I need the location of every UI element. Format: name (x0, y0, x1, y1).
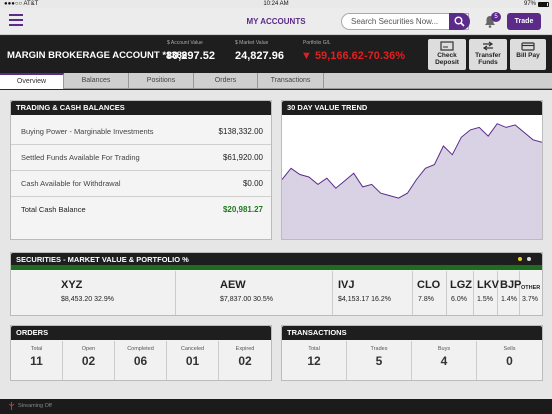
orders-panel: ORDERS (10, 325, 272, 381)
securities-panel: SECURITIES - MARKET VALUE & PORTFOLIO % (10, 252, 543, 316)
total-cash-row[interactable]: Total Cash Balance $20,981.27 (21, 205, 263, 214)
orders-canceled[interactable]: Canceled 01 (167, 341, 219, 380)
securities-title: SECURITIES - MARKET VALUE & PORTFOLIO % (11, 253, 542, 267)
page-dot[interactable] (527, 257, 531, 261)
orders-total[interactable]: Total 11 (11, 341, 63, 380)
bill-pay-icon (521, 41, 535, 51)
clock: 10:24 AM (263, 1, 289, 7)
transactions-total[interactable]: Total 12 (282, 341, 347, 380)
balance-row[interactable]: Buying Power - Marginable Investments $1… (11, 119, 271, 145)
market-value-label: $ Market Value (235, 40, 269, 46)
search-button[interactable] (449, 13, 470, 30)
hamburger-menu-icon[interactable] (9, 14, 23, 26)
portfolio-gl-label: Portfolio G/L (303, 40, 331, 46)
balance-row[interactable]: Cash Available for Withdrawal $0.00 (11, 171, 271, 197)
trend-area (282, 123, 542, 239)
streaming-status-bar[interactable]: Streaming Off (0, 399, 552, 414)
trading-balances-panel: TRADING & CASH BALANCES Buying Power - M… (10, 100, 272, 240)
account-name[interactable]: MARGIN BROKERAGE ACCOUNT *1386 (7, 50, 188, 61)
status-bar: ●●●○○ AT&T 10:24 AM 97% (0, 0, 552, 8)
carrier-label: ●●●○○ AT&T (4, 1, 39, 7)
portfolio-gl-percent: -70.36% (364, 50, 405, 62)
notification-badge: 5 (491, 12, 501, 22)
tab-balances[interactable]: Balances (64, 73, 129, 89)
value-trend-title: 30 DAY VALUE TREND (282, 101, 542, 115)
trade-button[interactable]: Trade (507, 13, 541, 30)
portfolio-gl-value: ▼ 59,166.62 (301, 50, 364, 62)
transfer-funds-button[interactable]: Transfer Funds (469, 39, 507, 70)
check-deposit-icon (440, 41, 454, 51)
bill-pay-button[interactable]: Bill Pay (510, 39, 546, 70)
orders-open[interactable]: Open 02 (63, 341, 115, 380)
security-tile[interactable]: OTHER 3.7% (521, 285, 541, 303)
balance-row[interactable]: Settled Funds Available For Trading $61,… (11, 145, 271, 171)
account-value-label: $ Account Value (167, 40, 203, 46)
tab-transactions[interactable]: Transactions (258, 73, 324, 89)
check-deposit-button[interactable]: Check Deposit (428, 39, 466, 70)
tab-overview[interactable]: Overview (0, 73, 64, 89)
search-input[interactable]: Search Securities Now... (341, 13, 469, 30)
security-tile[interactable]: AEW $7,837.00 30.5% (176, 271, 333, 315)
security-tile[interactable]: BJP 1.4% (498, 271, 521, 315)
transactions-panel: TRANSACTIONS (281, 325, 543, 381)
tab-positions[interactable]: Positions (129, 73, 194, 89)
security-tile[interactable]: CLO 7.8% (413, 271, 447, 315)
security-tile[interactable]: LGZ 6.0% (447, 271, 474, 315)
orders-expired[interactable]: Expired 02 (235, 346, 255, 368)
account-value: 80,297.52 (166, 50, 215, 62)
trend-line (282, 123, 542, 199)
orders-title: ORDERS (11, 326, 271, 340)
search-icon (454, 16, 465, 27)
security-tile[interactable]: IVJ $4,153.17 16.2% (333, 271, 413, 315)
streaming-status: Streaming Off (18, 403, 52, 409)
tab-orders[interactable]: Orders (194, 73, 258, 89)
value-trend-chart[interactable] (282, 115, 542, 239)
tab-bar (0, 73, 552, 89)
transactions-title: TRANSACTIONS (282, 326, 542, 340)
security-tile[interactable]: XYZ $8,453.20 32.9% (11, 271, 176, 315)
page-title: MY ACCOUNTS (246, 17, 306, 26)
transfer-icon (481, 41, 495, 51)
transactions-trades[interactable]: Trades 5 (347, 341, 412, 380)
security-tile[interactable]: LKV 1.5% (474, 271, 499, 315)
battery-label: 97% (523, 1, 536, 7)
transactions-buys[interactable]: Buys 4 (412, 341, 477, 380)
orders-completed[interactable]: Completed 06 (115, 341, 167, 380)
trading-balances-title: TRADING & CASH BALANCES (11, 101, 271, 115)
battery-icon (538, 2, 549, 7)
page-dot-active[interactable] (518, 257, 522, 261)
market-value: 24,827.96 (235, 50, 284, 62)
streaming-off-icon (8, 402, 15, 410)
value-trend-panel: 30 DAY VALUE TREND (281, 100, 543, 240)
transactions-sells[interactable]: Sells 0 (503, 346, 516, 368)
portfolio-allocation-bar (11, 265, 542, 270)
